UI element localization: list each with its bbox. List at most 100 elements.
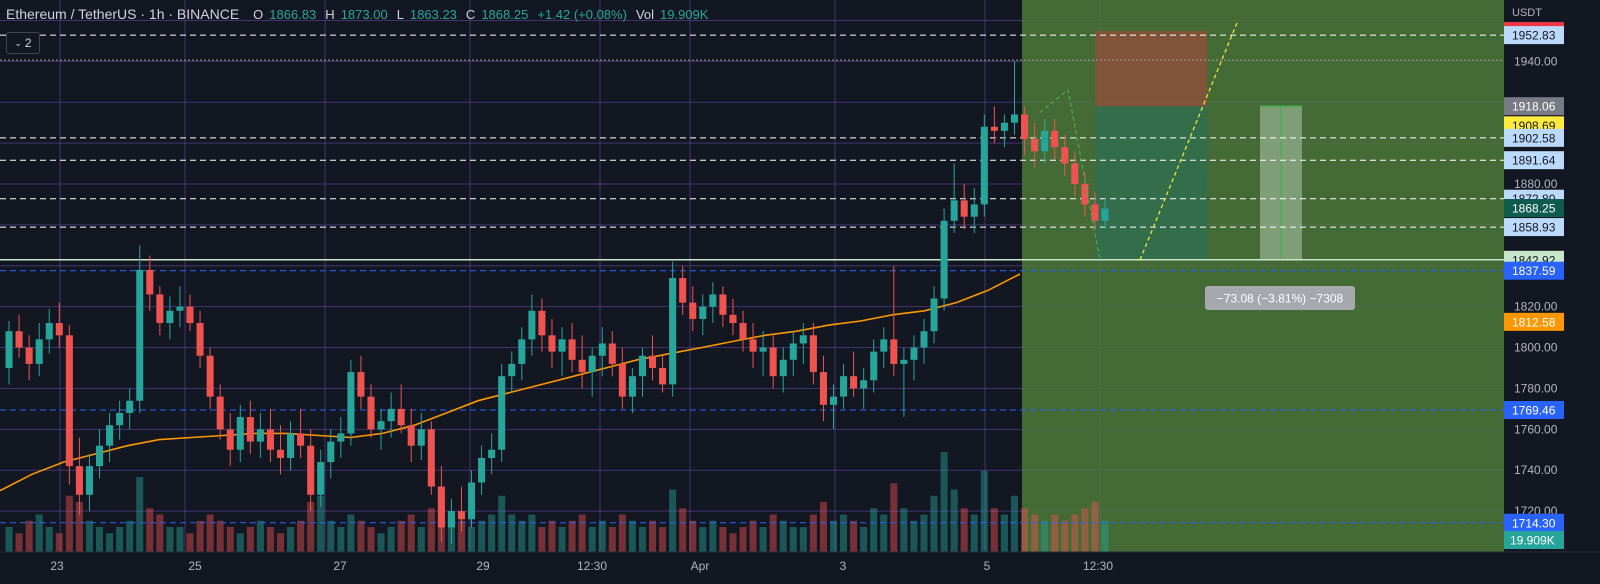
volume-bar [126, 520, 134, 552]
volume-bar [638, 527, 646, 552]
high-value: 1873.00 [340, 6, 388, 22]
volume-bar [146, 508, 154, 552]
indicators-toggle-button[interactable]: ⌄ 2 [6, 32, 40, 54]
price-tag-box [1504, 312, 1564, 331]
volume-bar [427, 508, 435, 552]
volume-bar [186, 533, 194, 552]
candle-body [990, 126, 998, 131]
volume-bar [1061, 520, 1069, 552]
candle-body [347, 372, 355, 434]
volume-bar [648, 520, 657, 552]
volume-bar [256, 520, 264, 552]
candle-body [930, 298, 938, 332]
volume-bar [850, 520, 858, 552]
volume-bar [1021, 508, 1029, 552]
candle-body [226, 429, 234, 450]
volume-bar [578, 514, 586, 552]
volume-bar [85, 520, 93, 552]
volume-bar [468, 527, 476, 552]
volume-bar [618, 514, 626, 552]
y-tick-label: 1740.00 [1514, 463, 1558, 477]
price-tag-text: 1868.25 [1512, 202, 1556, 216]
candle-body [327, 441, 335, 463]
volume-bar [729, 533, 737, 552]
candle-body [598, 343, 606, 356]
volume-bar [498, 495, 506, 552]
low-value: 1863.23 [409, 6, 457, 22]
volume-tag-text: 19.909K [1510, 534, 1555, 548]
volume-bar [558, 527, 566, 552]
candle-body [568, 339, 576, 360]
volume-bar [1010, 495, 1019, 552]
volume-bar [236, 533, 244, 552]
volume-bar [1101, 520, 1109, 552]
volume-bar [910, 520, 918, 552]
volume-bar [930, 495, 938, 552]
price-tag-text: 1837.59 [1512, 264, 1556, 278]
candle-body [387, 408, 395, 422]
low-label: L [396, 6, 404, 22]
open-label: O [253, 6, 264, 22]
volume-bar [95, 527, 104, 552]
candle-body [1061, 147, 1069, 164]
candle-body [910, 347, 918, 360]
candle-body [960, 200, 968, 217]
candle-body [498, 376, 506, 450]
volume-bar [1041, 520, 1049, 552]
candle-body [206, 355, 214, 397]
volume-bar [900, 508, 908, 552]
volume-bar [840, 514, 848, 552]
candle-body [146, 269, 154, 295]
volume-bar [659, 527, 667, 552]
position-zone [1022, 0, 1504, 552]
volume-bar [266, 527, 274, 552]
candle-body [397, 408, 405, 426]
candle-body [337, 433, 345, 442]
volume-bar [1000, 514, 1008, 552]
price-tag-text: 1812.58 [1512, 315, 1556, 329]
candle-body [799, 335, 807, 344]
volume-bar [1071, 514, 1079, 552]
price-tag-text: 1858.93 [1512, 221, 1556, 235]
candle-body [236, 417, 244, 450]
volume-bar [608, 527, 616, 552]
volume-bar [478, 520, 486, 552]
candle-body [166, 310, 174, 324]
volume-bar [317, 495, 325, 552]
candle-body [1081, 184, 1089, 205]
x-tick-label: 23 [50, 559, 64, 573]
candle-body [558, 339, 566, 352]
candle-body [618, 363, 626, 397]
candle-body [367, 396, 375, 430]
open-value: 1866.83 [269, 6, 317, 22]
candle-body [679, 278, 687, 303]
candle-body [377, 421, 385, 430]
volume-bar [980, 470, 988, 552]
candle-body [116, 412, 124, 426]
volume-bar [367, 527, 375, 552]
candle-body [75, 466, 83, 495]
price-tag: 1812.58 [1504, 312, 1564, 331]
volume-bar [709, 520, 717, 552]
high-label: H [325, 6, 335, 22]
volume-bar [950, 489, 958, 552]
candle-body [729, 314, 737, 324]
candle-body [769, 347, 777, 377]
volume-bar [397, 520, 405, 552]
candle-body [106, 425, 114, 446]
x-tick-label: 5 [984, 559, 991, 573]
candle-body [95, 445, 104, 467]
volume-bar [337, 527, 345, 552]
candle-body [256, 429, 264, 442]
y-tick-label: 1760.00 [1514, 422, 1558, 436]
volume-tag: 19.909K [1504, 531, 1564, 549]
volume-bar [246, 527, 254, 552]
symbol-title[interactable]: Ethereum / TetherUS · 1h · BINANCE [6, 6, 240, 22]
candle-body [840, 376, 848, 397]
candle-body [749, 339, 757, 352]
price-tag: 1952.83 [1504, 26, 1564, 45]
volume-bar [518, 520, 526, 552]
candle-body [789, 343, 797, 360]
candle-body [920, 331, 928, 348]
